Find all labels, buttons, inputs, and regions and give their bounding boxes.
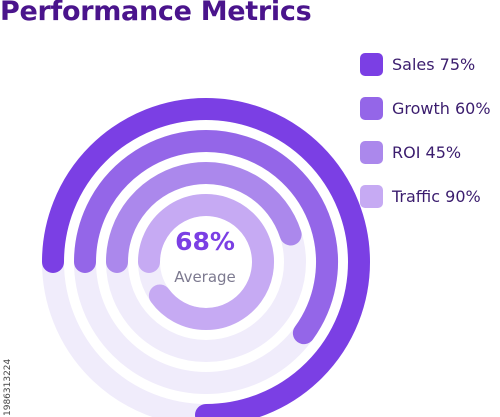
image-credit: 1986313224 — [3, 358, 13, 416]
center-average-label: Average — [174, 268, 236, 286]
center-average-value: 68% — [175, 227, 235, 256]
legend-item-sales: Sales 75% — [360, 52, 491, 76]
bar-growth — [74, 130, 338, 345]
legend-label-roi: ROI 45% — [392, 142, 462, 162]
legend-label-sales: Sales 75% — [392, 54, 476, 74]
bar-sales — [42, 98, 370, 417]
legend-label-growth: Growth 60% — [392, 98, 491, 118]
legend-label-traffic: Traffic 90% — [392, 186, 481, 206]
bar-traffic — [138, 194, 274, 330]
legend-item-traffic: Traffic 90% — [360, 184, 491, 208]
chart-title: Performance Metrics — [0, 0, 312, 27]
legend-swatch-sales — [360, 52, 383, 76]
bar-roi — [106, 162, 302, 273]
legend-swatch-roi — [360, 140, 383, 164]
legend-swatch-growth — [360, 96, 383, 120]
legend-item-growth: Growth 60% — [360, 96, 491, 120]
legend-swatch-traffic — [360, 184, 383, 208]
legend-item-roi: ROI 45% — [360, 140, 491, 164]
legend: Sales 75% Growth 60% ROI 45% Traffic 90% — [360, 52, 491, 228]
bar-group — [42, 98, 370, 417]
